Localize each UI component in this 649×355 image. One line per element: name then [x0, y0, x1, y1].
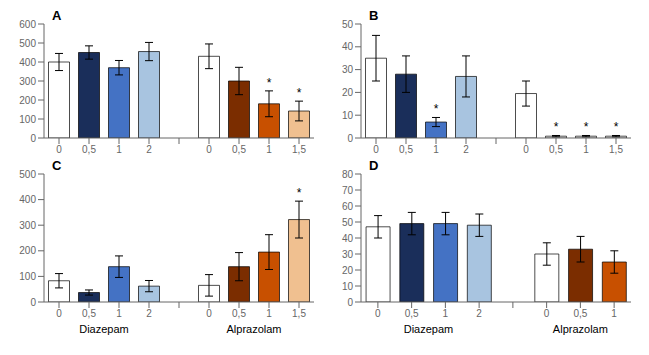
svg-text:1: 1: [611, 308, 617, 319]
svg-text:0,5: 0,5: [82, 308, 96, 319]
svg-text:10: 10: [342, 281, 354, 292]
svg-text:600: 600: [19, 19, 36, 30]
svg-text:0: 0: [347, 297, 353, 308]
svg-text:1,5: 1,5: [292, 308, 306, 319]
svg-text:*: *: [297, 186, 302, 200]
svg-text:10: 10: [342, 110, 354, 121]
svg-text:0: 0: [523, 144, 529, 155]
svg-text:500: 500: [19, 169, 36, 180]
svg-text:0: 0: [30, 133, 36, 144]
svg-text:1: 1: [116, 144, 122, 155]
svg-text:*: *: [297, 86, 302, 100]
svg-text:*: *: [584, 120, 589, 134]
svg-text:0,5: 0,5: [573, 308, 587, 319]
svg-text:0: 0: [544, 308, 550, 319]
svg-text:60: 60: [342, 201, 354, 212]
svg-text:0: 0: [206, 144, 212, 155]
svg-text:0: 0: [373, 144, 379, 155]
html-text:C: C: [52, 158, 62, 173]
svg-text:400: 400: [19, 57, 36, 68]
svg-text:200: 200: [19, 95, 36, 106]
html-text:B: B: [369, 8, 379, 23]
svg-text:200: 200: [19, 245, 36, 256]
svg-text:1: 1: [116, 308, 122, 319]
svg-text:40: 40: [342, 41, 354, 52]
svg-text:*: *: [434, 102, 439, 116]
svg-text:0: 0: [56, 308, 62, 319]
html-text:Diazepam: Diazepam: [79, 323, 129, 335]
svg-text:100: 100: [19, 271, 36, 282]
svg-text:1: 1: [266, 144, 272, 155]
svg-text:1,5: 1,5: [609, 144, 623, 155]
svg-text:1: 1: [583, 144, 589, 155]
svg-text:0,5: 0,5: [405, 308, 419, 319]
svg-text:1,5: 1,5: [292, 144, 306, 155]
svg-text:50: 50: [342, 19, 354, 30]
svg-text:0,5: 0,5: [549, 144, 563, 155]
svg-text:2: 2: [146, 144, 152, 155]
svg-text:2: 2: [463, 144, 469, 155]
svg-text:40: 40: [342, 233, 354, 244]
html-text:Diazepam: Diazepam: [403, 323, 454, 335]
svg-text:1: 1: [266, 308, 272, 319]
svg-text:0,5: 0,5: [399, 144, 413, 155]
svg-text:*: *: [267, 76, 272, 90]
svg-text:1: 1: [433, 144, 439, 155]
svg-text:0: 0: [347, 133, 353, 144]
svg-text:2: 2: [146, 308, 152, 319]
svg-text:0,5: 0,5: [232, 308, 246, 319]
svg-text:20: 20: [342, 265, 354, 276]
svg-text:500: 500: [19, 38, 36, 49]
svg-text:0: 0: [206, 308, 212, 319]
html-text:A: A: [52, 8, 62, 23]
svg-text:0: 0: [56, 144, 62, 155]
svg-text:70: 70: [342, 185, 354, 196]
html-text:Alprazolam: Alprazolam: [226, 323, 282, 335]
svg-text:*: *: [554, 120, 559, 134]
svg-text:30: 30: [342, 249, 354, 260]
svg-text:*: *: [614, 120, 619, 134]
svg-text:0: 0: [30, 297, 36, 308]
svg-text:80: 80: [342, 169, 354, 180]
svg-text:0: 0: [375, 308, 381, 319]
svg-text:50: 50: [342, 217, 354, 228]
svg-text:300: 300: [19, 76, 36, 87]
svg-text:0,5: 0,5: [232, 144, 246, 155]
html-text:D: D: [369, 158, 379, 173]
svg-text:1: 1: [443, 308, 449, 319]
html-text:Alprazolam: Alprazolam: [552, 323, 608, 335]
svg-text:400: 400: [19, 194, 36, 205]
svg-text:2: 2: [476, 308, 482, 319]
svg-text:0,5: 0,5: [82, 144, 96, 155]
svg-text:300: 300: [19, 220, 36, 231]
svg-text:100: 100: [19, 114, 36, 125]
svg-text:20: 20: [342, 87, 354, 98]
svg-text:30: 30: [342, 64, 354, 75]
